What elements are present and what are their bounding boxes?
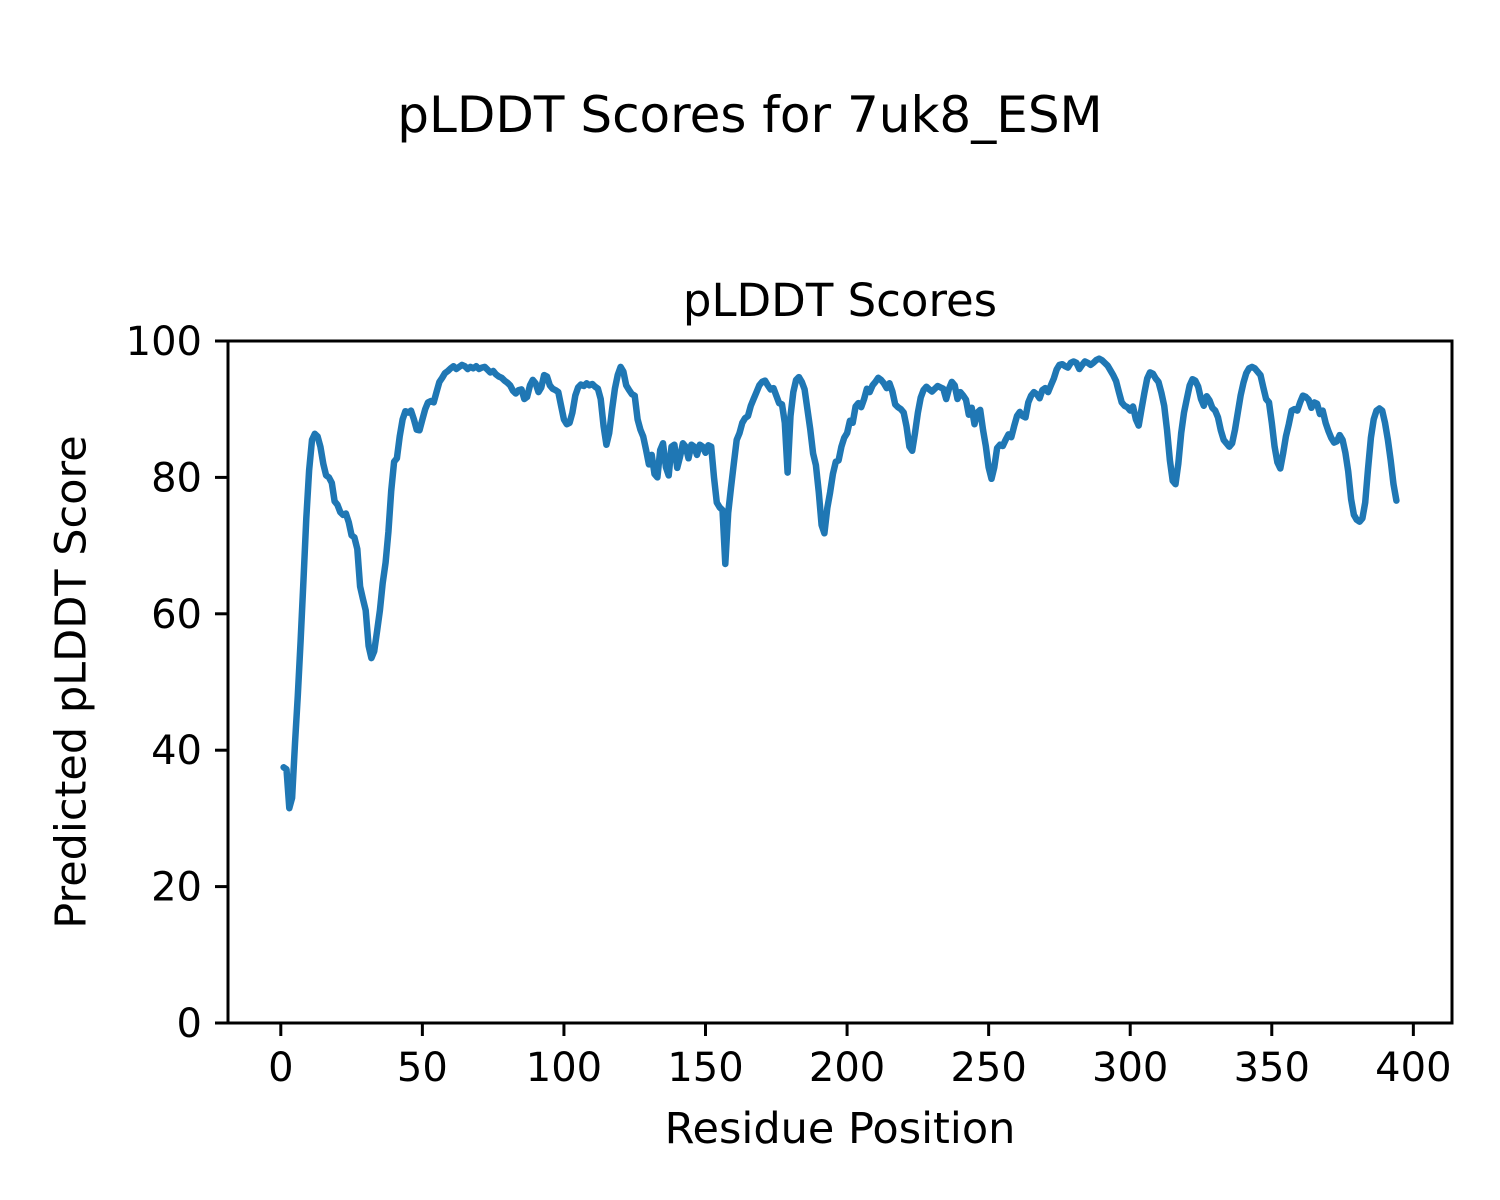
x-tick-label: 250 [950, 1045, 1026, 1091]
y-axis-label: Predicted pLDDT Score [46, 435, 97, 929]
y-tick-label: 20 [151, 865, 202, 911]
x-tick-label: 300 [1092, 1045, 1168, 1091]
y-tick-label: 40 [151, 728, 202, 774]
axes-title: pLDDT Scores [682, 274, 998, 327]
y-tick-label: 100 [126, 319, 202, 365]
x-tick-label: 350 [1234, 1045, 1310, 1091]
x-tick-label: 0 [268, 1045, 293, 1091]
x-tick-label: 50 [397, 1045, 448, 1091]
y-tick-label: 80 [151, 455, 202, 501]
y-tick-label: 0 [177, 1001, 202, 1047]
x-tick-label: 200 [809, 1045, 885, 1091]
plddt-line [280, 355, 1400, 812]
x-axis-label: Residue Position [664, 1104, 1016, 1154]
x-tick-label: 400 [1375, 1045, 1451, 1091]
x-tick-label: 100 [526, 1045, 602, 1091]
figure-title: pLDDT Scores for 7uk8_ESM [397, 86, 1103, 144]
x-tick-label: 150 [667, 1045, 743, 1091]
y-tick-label: 60 [151, 592, 202, 638]
axes-frame [226, 339, 1454, 1025]
